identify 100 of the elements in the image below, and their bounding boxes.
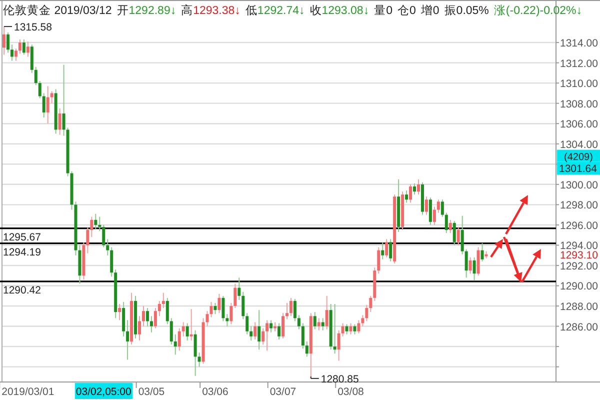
y-tick-label: 1300.00 [560, 179, 598, 192]
candlestick [146, 308, 149, 327]
ref-line-label: 1295.67 [3, 231, 42, 244]
candlestick [278, 322, 280, 340]
y-tick-label: 1286.00 [560, 321, 598, 334]
candlestick [293, 298, 296, 322]
candlestick [250, 326, 253, 341]
candlestick [472, 256, 476, 282]
candlestick [262, 328, 265, 346]
candlestick [424, 196, 428, 216]
candlestick [138, 316, 142, 341]
candlestick [34, 66, 38, 86]
y-tick-label: 1308.00 [560, 98, 598, 110]
chart-title: 伦敦黄金 2019/03/12 [3, 4, 112, 17]
candlestick [452, 220, 456, 246]
candlestick [389, 238, 392, 262]
candlestick [285, 302, 288, 320]
candlestick [266, 320, 269, 352]
annotation: 振0.05% [444, 4, 489, 17]
ref-line-label: 1290.42 [3, 284, 42, 296]
candlestick [234, 283, 237, 309]
candlestick [122, 301, 126, 337]
candlestick [94, 213, 98, 230]
candlestick [274, 322, 277, 332]
y-tick-label: 1292.00 [560, 260, 598, 272]
annotation: 涨(-0.22)-0.02%↓ [494, 4, 582, 17]
candlestick [464, 248, 468, 278]
x-tick-label: 03/07 [270, 386, 296, 398]
candlestick [333, 303, 336, 354]
candlestick [106, 238, 110, 256]
x-tick-label: 03/05 [138, 386, 165, 398]
candlestick [186, 322, 189, 341]
candlestick [409, 184, 412, 204]
candlestick [2, 26, 6, 56]
candlestick [281, 312, 284, 339]
candlestick [480, 242, 484, 262]
y-tick-label: 1298.00 [560, 200, 598, 212]
candlestick [337, 330, 340, 362]
x-tick-label: 2019/03/01 [2, 386, 54, 398]
candlestick [460, 215, 464, 255]
candlestick [405, 190, 408, 204]
candlestick [38, 80, 42, 99]
y-tick-label: 1312.00 [560, 58, 598, 70]
candlestick [313, 312, 316, 330]
candlestick [341, 322, 344, 337]
annotation: 仓0 [397, 4, 416, 17]
y-tick-label: 1290.00 [560, 280, 598, 293]
candlestick [301, 322, 304, 350]
candlestick [448, 219, 452, 234]
candlestick [158, 300, 161, 317]
candlestick [246, 312, 249, 335]
candlestick [166, 297, 169, 325]
ref-line-label: 1294.19 [3, 246, 42, 258]
candlestick [456, 226, 460, 246]
y-tick-label: 1288.00 [560, 301, 598, 313]
candlestick [18, 38, 22, 54]
candlestick [62, 64, 66, 136]
candlestick [26, 41, 30, 58]
candlestick [416, 178, 420, 196]
candlestick [102, 224, 106, 248]
candlestick [226, 314, 229, 327]
candlestick [182, 322, 185, 337]
candlestick [30, 44, 34, 74]
candlestick [222, 295, 225, 322]
candlestick [178, 328, 181, 352]
candlestick [50, 90, 54, 104]
candlestick [194, 330, 197, 376]
candlestick [361, 314, 364, 327]
candlestick [22, 38, 26, 56]
y-tick-label: 1306.00 [560, 118, 598, 131]
candlestick [110, 246, 114, 278]
candlestick [58, 108, 62, 136]
candlestick [154, 308, 157, 329]
annotation: 低1292.74↓ [245, 4, 305, 17]
candlestick [436, 199, 440, 214]
candlestick [305, 340, 308, 358]
candlestick [413, 182, 416, 196]
annotation: 1280.85 [320, 373, 359, 386]
candlestick [198, 352, 201, 368]
candlestick [369, 295, 372, 313]
annotation: 增0 [420, 4, 440, 17]
annotation: 1315.58 [14, 22, 52, 34]
candlestick [190, 308, 193, 341]
candlestick [353, 324, 356, 335]
candlestick [14, 48, 18, 62]
candlestick [98, 216, 102, 232]
text: 03/02,05:00 [76, 386, 132, 398]
candlestick [270, 320, 273, 333]
candlestick [46, 86, 50, 124]
annotation: 收1293.08↓ [310, 4, 370, 17]
annotation: 量0 [374, 4, 392, 17]
x-tick-label: 03/08 [338, 386, 364, 398]
candlestick [444, 212, 448, 234]
candlestick [325, 295, 328, 330]
candlestick [118, 303, 122, 321]
candlestick [381, 242, 384, 260]
candlestick [162, 292, 165, 309]
annotation: 开1292.89↓ [116, 4, 176, 17]
candlestick [174, 334, 177, 356]
candlestick [365, 304, 368, 322]
